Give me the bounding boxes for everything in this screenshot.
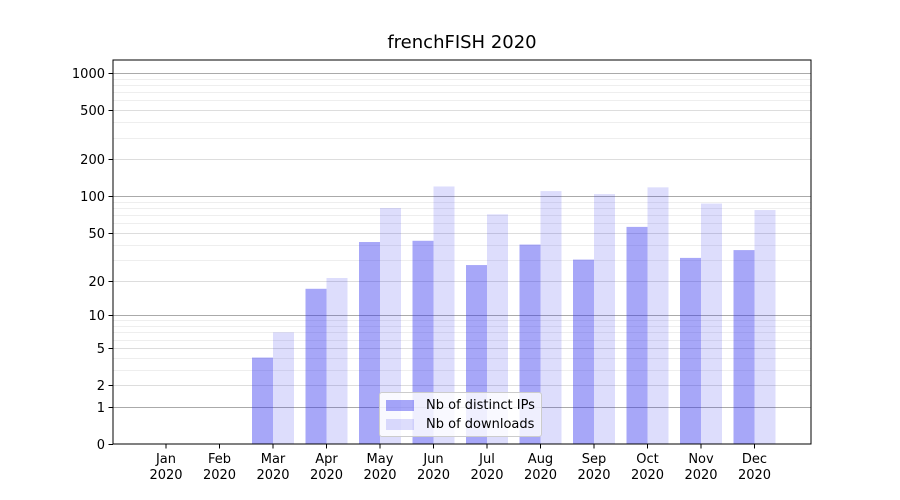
y-tick-label: 0 (97, 438, 105, 453)
x-tick-label-month: Mar (261, 452, 286, 467)
legend-swatch-downloads-icon (386, 418, 414, 430)
x-tick-label-year: 2020 (149, 468, 182, 483)
x-tick-label-year: 2020 (738, 468, 771, 483)
x-tick-label-year: 2020 (310, 468, 343, 483)
x-tick-label-month: Feb (208, 452, 231, 467)
bar-downloads-oct (647, 187, 669, 445)
bar-distinct_ips-sep (573, 259, 594, 444)
x-tick-label-month: Aug (528, 452, 553, 467)
bar-downloads-apr (326, 278, 348, 444)
bar-distinct_ips-nov (680, 257, 701, 444)
x-tick-label-year: 2020 (203, 468, 236, 483)
y-tick-label: 200 (80, 153, 105, 168)
legend-entry-downloads: Nb of downloads (386, 416, 535, 432)
x-tick-label-month: Oct (636, 452, 658, 467)
bar-downloads-dec (754, 210, 776, 444)
legend-swatch-distinct-ips-icon (386, 399, 414, 411)
legend-label-downloads: Nb of downloads (426, 416, 535, 432)
x-tick-label-year: 2020 (470, 468, 503, 483)
x-tick-label-month: Jan (155, 452, 176, 467)
x-tick-label-year: 2020 (417, 468, 450, 483)
y-axis: 0 1 2 5 10 20 50 100 200 500 1000 (72, 67, 113, 453)
x-tick-label-month: May (367, 452, 394, 467)
y-tick-label: 20 (88, 275, 105, 290)
bar-downloads-jun (433, 186, 455, 445)
bar-distinct_ips-oct (626, 226, 648, 444)
x-tick-label-month: Nov (688, 452, 714, 467)
x-tick-label-year: 2020 (363, 468, 396, 483)
x-axis: Jan2020Feb2020Mar2020Apr2020May2020Jun20… (149, 444, 771, 483)
legend: Nb of distinct IPs Nb of downloads (379, 392, 542, 437)
bar-distinct_ips-mar (252, 357, 273, 444)
chart-title: frenchFISH 2020 (387, 32, 537, 53)
y-tick-label: 100 (80, 190, 105, 205)
x-tick-label-month: Jun (422, 452, 443, 467)
x-tick-label-year: 2020 (631, 468, 664, 483)
x-tick-label-month: Sep (582, 452, 607, 467)
bar-downloads-may (380, 208, 401, 444)
bar-downloads-sep (594, 194, 615, 444)
x-tick-label-month: Apr (315, 452, 338, 467)
y-tick-label: 500 (80, 104, 105, 119)
bar-distinct_ips-apr (305, 288, 327, 444)
axes-frame (112, 59, 812, 445)
legend-entry-distinct-ips: Nb of distinct IPs (386, 397, 535, 413)
bar-downloads-nov (701, 203, 722, 444)
x-tick-label-month: Dec (742, 452, 767, 467)
x-tick-label-year: 2020 (684, 468, 717, 483)
x-tick-label-year: 2020 (524, 468, 557, 483)
x-tick-label-month: Jul (478, 452, 495, 467)
bar-distinct_ips-may (359, 242, 380, 444)
bar-downloads-jul (487, 214, 508, 444)
gridlines (113, 73, 811, 408)
y-tick-label: 2 (97, 379, 105, 394)
y-tick-label: 50 (88, 227, 105, 242)
bar-downloads-mar (273, 332, 294, 444)
y-tick-label: 5 (97, 342, 105, 357)
y-tick-label: 10 (88, 309, 105, 324)
y-tick-label: 1 (97, 401, 105, 416)
y-tick-label: 1000 (72, 67, 105, 82)
legend-label-distinct-ips: Nb of distinct IPs (426, 397, 535, 413)
x-tick-label-year: 2020 (256, 468, 289, 483)
bar-distinct_ips-dec (733, 250, 755, 444)
x-tick-label-year: 2020 (577, 468, 610, 483)
bar-downloads-aug (540, 191, 562, 444)
